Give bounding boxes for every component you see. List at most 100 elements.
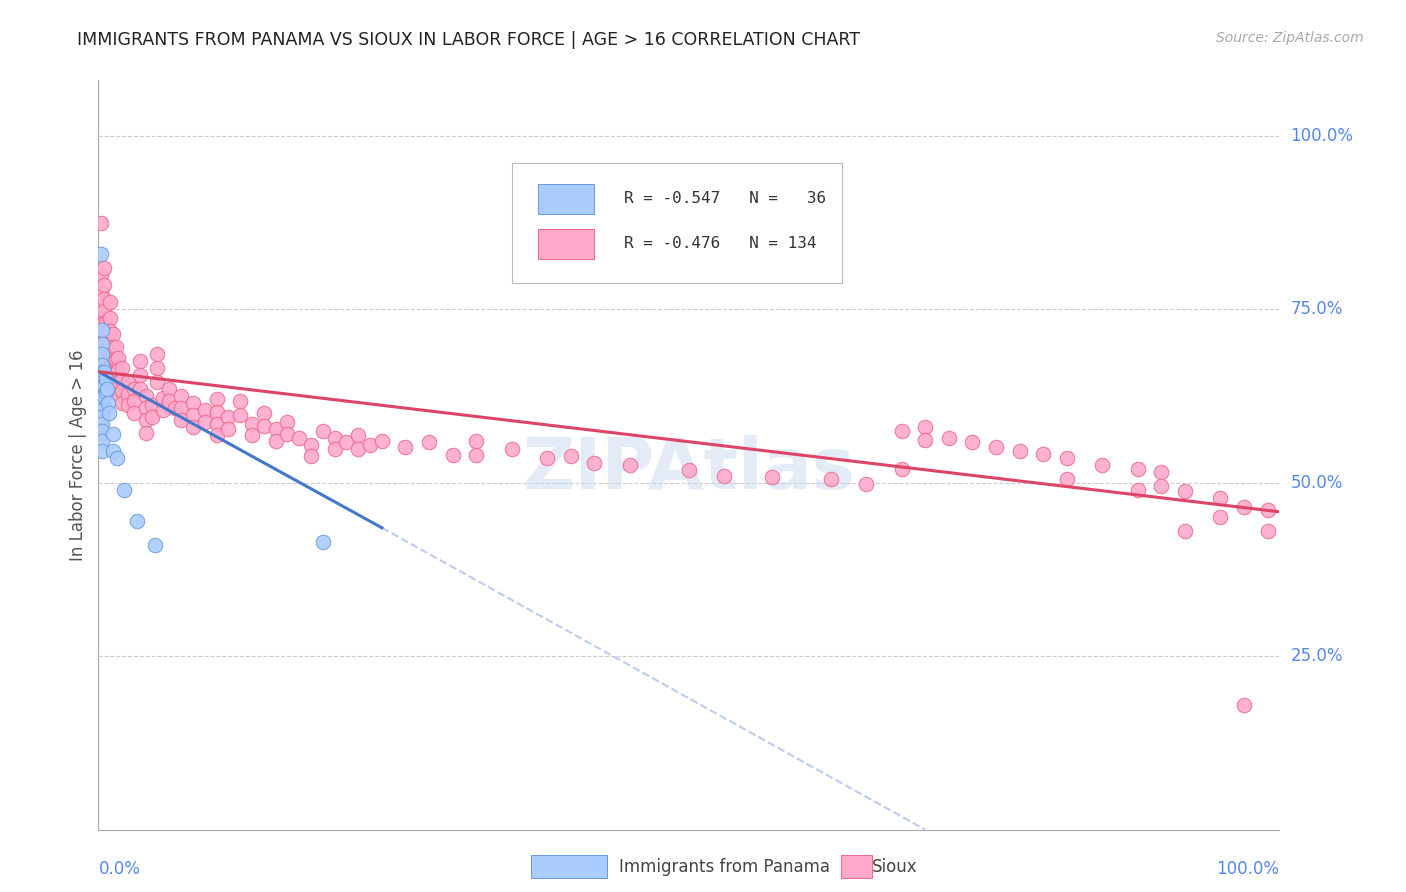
Point xyxy=(205,405,228,419)
Point xyxy=(91,347,114,361)
Point xyxy=(97,396,120,410)
FancyBboxPatch shape xyxy=(512,162,842,283)
Point xyxy=(91,365,114,379)
Point xyxy=(94,371,117,385)
Point xyxy=(91,375,114,389)
Point xyxy=(619,458,641,473)
Point xyxy=(91,323,114,337)
Point xyxy=(157,382,180,396)
Point xyxy=(91,389,114,403)
Point xyxy=(141,409,163,424)
Point xyxy=(165,401,187,415)
Point xyxy=(90,215,112,229)
Point xyxy=(91,337,114,351)
Text: 50.0%: 50.0% xyxy=(1291,474,1343,491)
Point xyxy=(111,361,134,376)
Point xyxy=(98,310,121,325)
Point xyxy=(536,451,558,466)
Point xyxy=(501,442,523,457)
Point xyxy=(465,448,488,462)
Point xyxy=(264,434,287,448)
Point xyxy=(122,382,145,396)
Point xyxy=(90,337,112,351)
Point xyxy=(111,384,134,398)
Point xyxy=(1233,500,1256,514)
Point xyxy=(146,347,169,361)
Point xyxy=(90,353,112,368)
FancyBboxPatch shape xyxy=(537,229,595,260)
Point xyxy=(1209,491,1232,505)
Point xyxy=(91,378,114,392)
Point xyxy=(1174,524,1197,539)
Point xyxy=(1056,472,1078,486)
Point xyxy=(97,384,120,398)
Point xyxy=(1209,510,1232,524)
Point xyxy=(90,326,112,341)
Point xyxy=(820,472,842,486)
Point xyxy=(93,260,115,275)
Point xyxy=(678,463,700,477)
Text: 25.0%: 25.0% xyxy=(1291,647,1343,665)
Point xyxy=(1233,698,1256,712)
Point xyxy=(93,316,115,330)
Point xyxy=(91,368,114,383)
Point xyxy=(96,354,118,368)
Point xyxy=(1056,451,1078,466)
Point xyxy=(98,325,121,339)
Point xyxy=(465,434,488,448)
Point xyxy=(90,368,112,383)
Point xyxy=(146,361,169,376)
Point xyxy=(94,343,117,357)
Point xyxy=(135,413,157,427)
Point xyxy=(111,396,134,410)
Point xyxy=(90,375,112,389)
Point xyxy=(135,425,157,440)
Point xyxy=(117,387,139,401)
Point xyxy=(97,361,120,376)
Point xyxy=(217,421,239,435)
Text: 100.0%: 100.0% xyxy=(1291,127,1354,145)
Point xyxy=(152,402,174,417)
Point xyxy=(157,393,180,408)
Point xyxy=(90,396,112,410)
Point xyxy=(91,343,114,357)
Point xyxy=(441,448,464,462)
Point xyxy=(90,389,112,403)
Point xyxy=(96,375,118,389)
Point xyxy=(91,371,114,385)
Point xyxy=(90,417,112,431)
Point xyxy=(93,303,115,318)
Point xyxy=(90,382,112,396)
Point xyxy=(240,417,263,431)
Point xyxy=(91,402,114,417)
Point xyxy=(90,246,112,260)
Point xyxy=(91,382,114,396)
Point xyxy=(93,326,115,341)
Point xyxy=(91,351,114,365)
Point xyxy=(264,421,287,435)
Point xyxy=(91,406,114,420)
Point xyxy=(347,428,370,442)
Point xyxy=(962,435,984,450)
Point xyxy=(107,375,129,389)
Point xyxy=(91,424,114,438)
Text: R = -0.547   N =   36: R = -0.547 N = 36 xyxy=(624,191,827,206)
Point xyxy=(122,406,145,420)
Point xyxy=(713,468,735,483)
Point xyxy=(101,427,124,442)
Point xyxy=(98,361,121,376)
Point xyxy=(371,434,394,448)
Point xyxy=(97,323,120,337)
Point xyxy=(107,351,129,365)
Point xyxy=(170,413,193,427)
Point xyxy=(240,428,263,442)
Point xyxy=(299,437,322,451)
Point xyxy=(938,431,960,445)
Point xyxy=(1257,524,1279,539)
Point xyxy=(143,538,166,552)
Point xyxy=(105,352,128,367)
Point xyxy=(111,373,134,387)
Point xyxy=(101,444,124,458)
Point xyxy=(98,337,121,351)
Point xyxy=(181,396,204,410)
